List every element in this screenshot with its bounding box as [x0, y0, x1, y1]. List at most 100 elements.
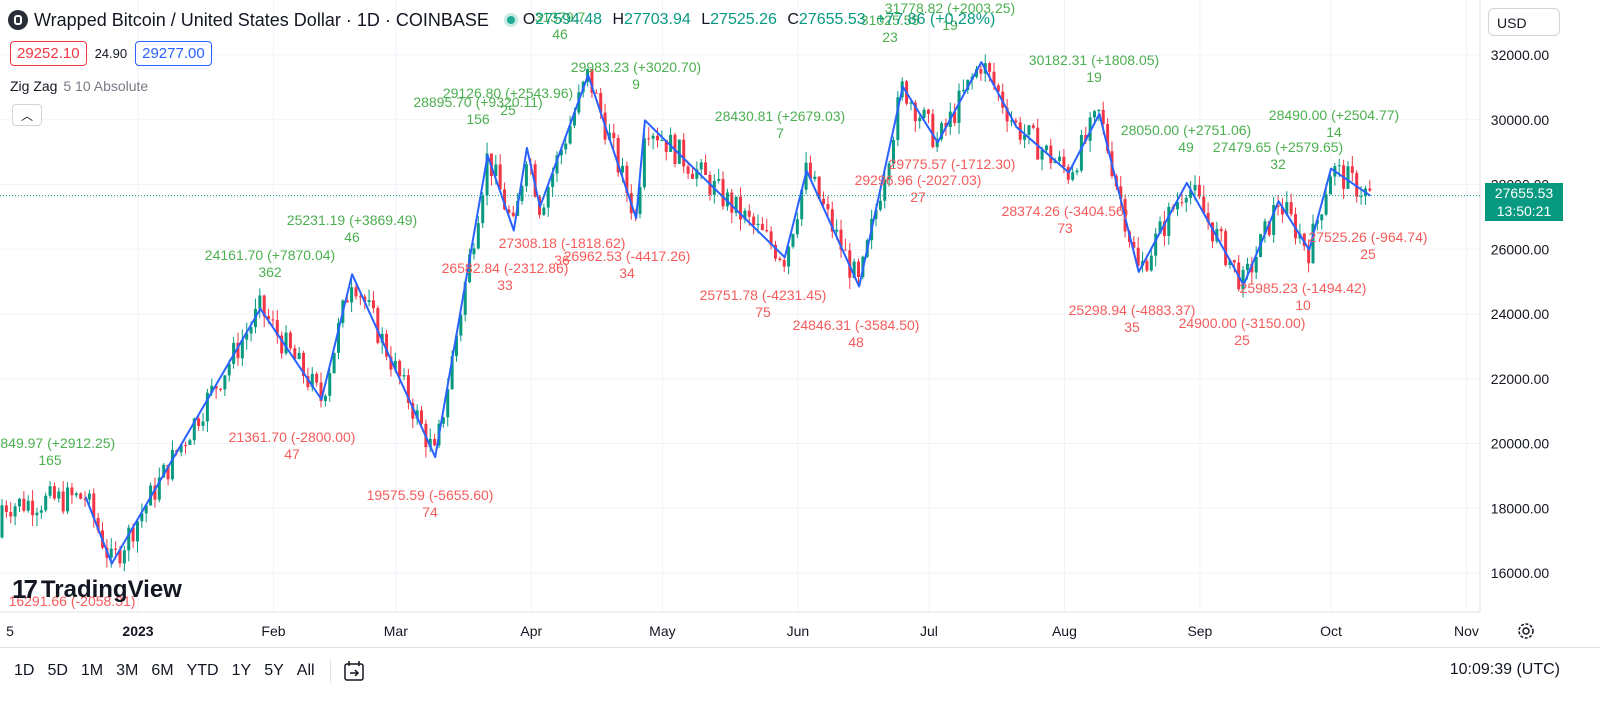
candle-body [1337, 165, 1341, 167]
candle-body [363, 296, 367, 303]
candle-body [240, 339, 244, 359]
timeframe-all[interactable]: All [296, 661, 315, 679]
open-label: O [522, 11, 536, 28]
candle-body [450, 356, 454, 390]
candle-body [205, 392, 209, 422]
timeframe-5d[interactable]: 5D [47, 661, 68, 679]
timeframe-toolbar: 1D 5D 1M 3M 6M YTD 1Y 5Y All [0, 648, 367, 693]
buy-button[interactable]: 29277.00 [135, 41, 212, 66]
timeframe-6m[interactable]: 6M [151, 661, 174, 679]
candle-body [1328, 176, 1332, 195]
candle-body [468, 254, 472, 283]
utc-clock[interactable]: 10:09:39 (UTC) [1449, 661, 1560, 678]
candle-body [288, 332, 292, 349]
candle-body [1149, 255, 1153, 271]
timeframe-ytd[interactable]: YTD [186, 661, 219, 679]
candle-body [660, 140, 664, 142]
candle-body [992, 71, 996, 86]
candle-body [1062, 156, 1066, 167]
candle-body [188, 440, 192, 445]
candle-body [1132, 241, 1136, 248]
candle-body [358, 296, 362, 298]
last-price-tag: 27655.53 13:50:21 [1485, 183, 1563, 221]
timeframe-5y[interactable]: 5Y [264, 661, 284, 679]
settings-icon[interactable] [1516, 621, 1536, 641]
candle-body [35, 512, 39, 516]
candle-body [184, 444, 188, 446]
market-status-icon[interactable] [506, 16, 515, 24]
price-axis[interactable]: 32000.0030000.0028000.0026000.0024000.00… [1491, 47, 1550, 581]
candle-body [1272, 205, 1276, 236]
zigzag-label-bars: 19 [942, 17, 958, 33]
zigzag-label-bars: 23 [882, 29, 898, 45]
date-range-icon[interactable] [343, 660, 367, 682]
candle-body [839, 229, 843, 250]
tradingview-logo[interactable]: 17 TradingView [12, 574, 182, 605]
candle-body [271, 319, 275, 321]
candle-body [730, 192, 734, 213]
toolbar-divider [329, 658, 331, 683]
candle-body [857, 261, 861, 277]
candle-body [590, 69, 594, 93]
candle-body [1031, 125, 1035, 128]
candle-body [302, 352, 306, 377]
candle-body [454, 335, 458, 357]
candle-body [822, 198, 826, 205]
candle-body [162, 464, 166, 478]
candle-body [503, 189, 507, 210]
candle-body [406, 375, 410, 403]
candle-body [725, 192, 729, 207]
zigzag-label-bars: 165 [38, 452, 62, 468]
candle-body [1027, 125, 1031, 135]
candle-body [791, 234, 795, 247]
zigzag-label-value: 25751.78 (-4231.45) [700, 287, 827, 303]
candle-body [1071, 172, 1075, 180]
candle-body [568, 125, 572, 144]
timeframe-3m[interactable]: 3M [116, 661, 139, 679]
zigzag-label-value: 28374.26 (-3404.56) [1002, 203, 1129, 219]
indicator-params: 5 10 Absolute [63, 78, 149, 94]
candle-body [297, 352, 301, 360]
x-tick-label: 2023 [122, 623, 153, 639]
zigzag-line [84, 61, 1371, 565]
candle-body [96, 517, 100, 531]
candle-body [262, 295, 266, 317]
candle-body [564, 143, 568, 150]
candle-body [109, 548, 113, 558]
currency-select[interactable]: USD [1488, 8, 1560, 36]
symbol-title[interactable]: Wrapped Bitcoin / United States Dollar ·… [34, 9, 489, 30]
zigzag-label-bars: 156 [466, 111, 490, 127]
candle-body [245, 333, 249, 340]
candle-body [267, 316, 271, 320]
zigzag-label-bars: 46 [344, 229, 360, 245]
collapse-legend-button[interactable]: ︿ [12, 104, 42, 126]
time-axis[interactable]: 5 2023 Feb Mar Apr May Jun Jul Aug Sep Oct Nov [6, 623, 1479, 639]
candle-body [402, 375, 406, 377]
candle-body [1145, 261, 1149, 271]
candle-body [70, 487, 74, 496]
candle-body [1009, 120, 1013, 122]
spread-value: 24.90 [94, 46, 128, 61]
candle-body [1093, 111, 1096, 118]
candle-body [1224, 231, 1228, 266]
indicator-legend[interactable]: Zig Zag 5 10 Absolute [10, 78, 148, 94]
zigzag-label-value: 27308.18 (-1818.62) [499, 235, 626, 251]
bottom-toolbar-border [0, 647, 1600, 648]
zigzag-label-value: 25298.94 (-4883.37) [1069, 302, 1196, 318]
timeframe-1d[interactable]: 1D [14, 661, 35, 679]
candle-body [1245, 263, 1249, 270]
candle-body [1355, 172, 1359, 197]
y-tick-label: 22000.00 [1491, 371, 1550, 387]
x-tick-label: Sep [1187, 623, 1212, 639]
timeframe-1m[interactable]: 1M [80, 661, 104, 679]
candle-body [734, 196, 738, 213]
timeframe-1y[interactable]: 1Y [231, 661, 252, 679]
x-tick-label: Nov [1454, 623, 1479, 639]
zigzag-label-value: 31379.7 [535, 9, 586, 25]
candle-body [1014, 120, 1018, 123]
candle-body [485, 153, 489, 196]
zigzag-label-value: 31778.82 (+2003.25) [885, 0, 1015, 16]
sell-button[interactable]: 29252.10 [10, 41, 87, 66]
candle-body [782, 260, 786, 267]
